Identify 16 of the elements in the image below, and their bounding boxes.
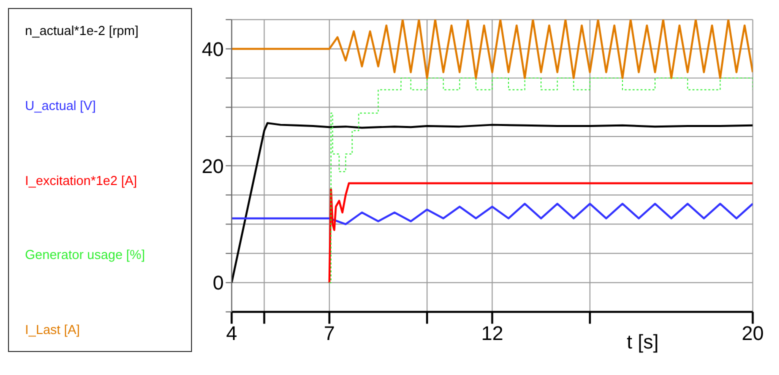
y-tick-label: 20: [202, 156, 224, 178]
text: n_actual*1e-2 [rpm]: [24, 23, 140, 38]
text: Generator usage [%]: [24, 247, 146, 262]
line-series: [328, 182, 754, 284]
line-series: [232, 122, 754, 284]
text: I_excitation*1e2 [A]: [24, 172, 138, 188]
x-tick-label: 4: [226, 322, 238, 345]
text: U_actual [V]: [24, 98, 97, 113]
line-series: [232, 202, 754, 226]
x-tick-label: 20: [742, 322, 764, 345]
text: I_Last [A]: [24, 322, 81, 337]
x-tick-label: 7: [324, 322, 336, 345]
y-tick-label: 40: [202, 38, 224, 61]
x-axis-title: t [s]: [627, 332, 660, 354]
y-tick-label: 0: [213, 272, 224, 295]
x-tick-label: 12: [482, 322, 504, 345]
